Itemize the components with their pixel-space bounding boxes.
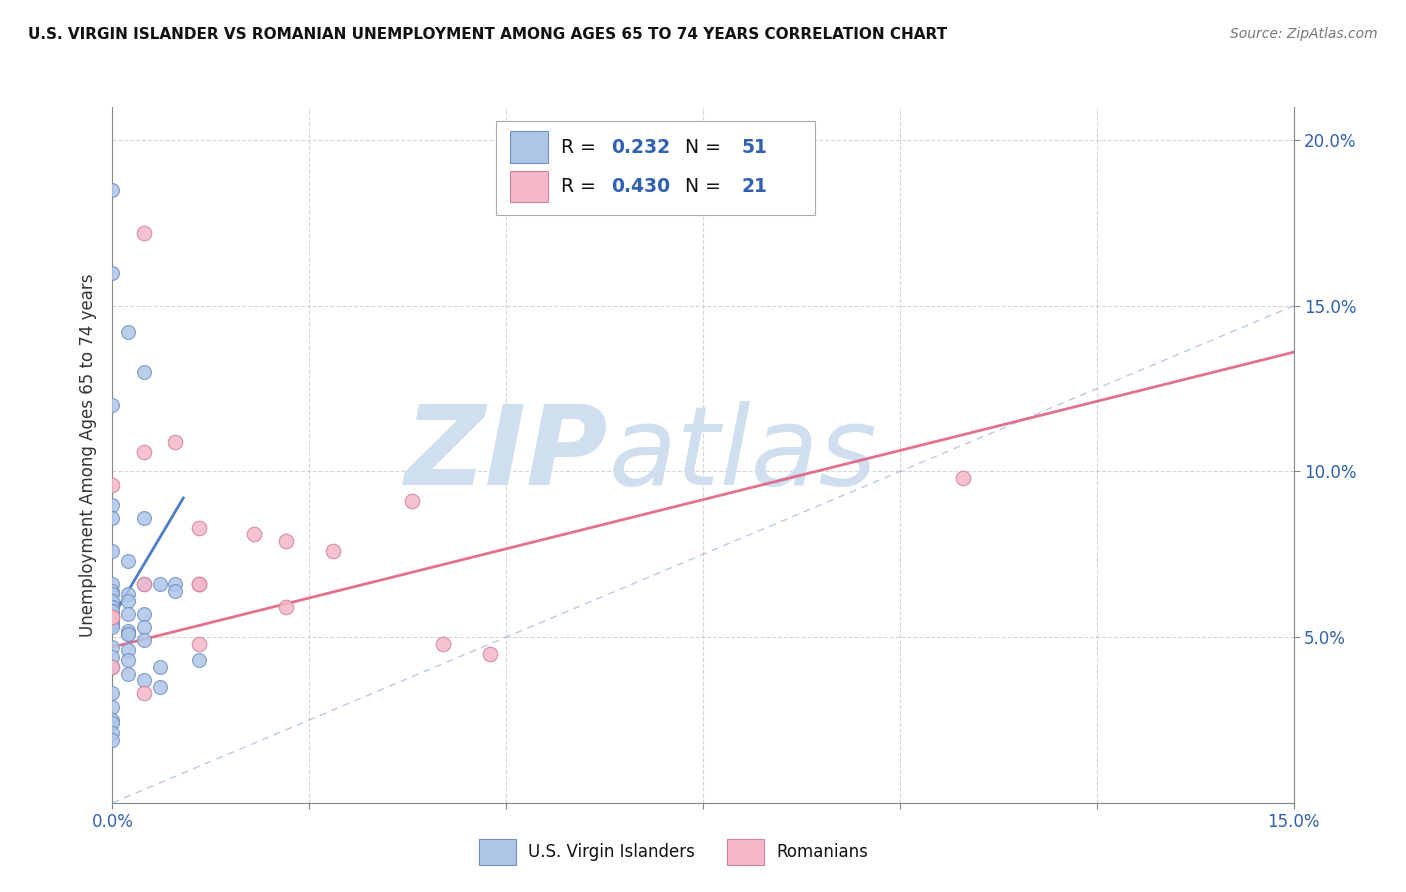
- Text: ZIP: ZIP: [405, 401, 609, 508]
- Point: [117, 653, 139, 667]
- Point: [165, 583, 187, 598]
- Point: [188, 521, 211, 535]
- Point: [188, 637, 211, 651]
- Point: [132, 607, 155, 621]
- Point: [101, 498, 124, 512]
- Point: [101, 610, 124, 624]
- Point: [101, 587, 124, 601]
- Point: [101, 616, 124, 631]
- Point: [952, 471, 974, 485]
- Point: [132, 620, 155, 634]
- Point: [101, 610, 124, 624]
- FancyBboxPatch shape: [510, 131, 548, 162]
- Point: [132, 673, 155, 688]
- Point: [149, 680, 172, 694]
- Point: [165, 434, 187, 449]
- Y-axis label: Unemployment Among Ages 65 to 74 years: Unemployment Among Ages 65 to 74 years: [79, 273, 97, 637]
- Text: atlas: atlas: [609, 401, 877, 508]
- Point: [132, 577, 155, 591]
- Point: [101, 716, 124, 731]
- FancyBboxPatch shape: [510, 171, 548, 202]
- Point: [101, 620, 124, 634]
- Point: [101, 699, 124, 714]
- Point: [117, 587, 139, 601]
- FancyBboxPatch shape: [496, 121, 815, 215]
- Point: [479, 647, 502, 661]
- Point: [117, 593, 139, 607]
- Point: [132, 365, 155, 379]
- Text: N =: N =: [685, 137, 727, 157]
- Point: [188, 577, 211, 591]
- Point: [322, 544, 344, 558]
- Point: [117, 643, 139, 657]
- Point: [101, 650, 124, 665]
- Point: [132, 633, 155, 648]
- Point: [101, 398, 124, 412]
- Text: 0.430: 0.430: [610, 178, 671, 196]
- Text: 0.232: 0.232: [610, 137, 671, 157]
- Point: [117, 326, 139, 340]
- Point: [101, 544, 124, 558]
- Point: [101, 511, 124, 525]
- Point: [101, 583, 124, 598]
- Point: [117, 624, 139, 638]
- Point: [101, 713, 124, 727]
- Point: [101, 604, 124, 618]
- Point: [101, 640, 124, 654]
- Point: [117, 554, 139, 568]
- Point: [101, 577, 124, 591]
- Text: Romanians: Romanians: [776, 843, 868, 861]
- Point: [101, 600, 124, 615]
- Point: [274, 600, 297, 615]
- Point: [149, 577, 172, 591]
- Point: [132, 444, 155, 458]
- Point: [401, 494, 423, 508]
- Point: [132, 577, 155, 591]
- Point: [188, 653, 211, 667]
- Point: [101, 614, 124, 628]
- Point: [274, 534, 297, 549]
- Point: [132, 686, 155, 700]
- Point: [117, 627, 139, 641]
- Text: U.S. VIRGIN ISLANDER VS ROMANIAN UNEMPLOYMENT AMONG AGES 65 TO 74 YEARS CORRELAT: U.S. VIRGIN ISLANDER VS ROMANIAN UNEMPLO…: [28, 27, 948, 42]
- Point: [117, 607, 139, 621]
- Point: [132, 226, 155, 240]
- Point: [101, 610, 124, 624]
- Point: [101, 183, 124, 197]
- Point: [432, 637, 454, 651]
- Text: 21: 21: [742, 178, 768, 196]
- Point: [101, 686, 124, 700]
- Text: Source: ZipAtlas.com: Source: ZipAtlas.com: [1230, 27, 1378, 41]
- Point: [149, 660, 172, 674]
- Point: [101, 593, 124, 607]
- FancyBboxPatch shape: [478, 839, 516, 865]
- Point: [101, 660, 124, 674]
- Point: [101, 732, 124, 747]
- Text: R =: R =: [561, 137, 602, 157]
- Point: [117, 666, 139, 681]
- FancyBboxPatch shape: [727, 839, 765, 865]
- Point: [101, 266, 124, 280]
- Text: U.S. Virgin Islanders: U.S. Virgin Islanders: [529, 843, 695, 861]
- Point: [243, 527, 266, 541]
- Text: N =: N =: [685, 178, 727, 196]
- Point: [117, 627, 139, 641]
- Point: [101, 477, 124, 491]
- Point: [101, 600, 124, 615]
- Text: R =: R =: [561, 178, 602, 196]
- Point: [165, 577, 187, 591]
- Point: [101, 660, 124, 674]
- Point: [188, 577, 211, 591]
- Point: [132, 511, 155, 525]
- Point: [101, 726, 124, 740]
- Text: 51: 51: [742, 137, 768, 157]
- Point: [101, 604, 124, 618]
